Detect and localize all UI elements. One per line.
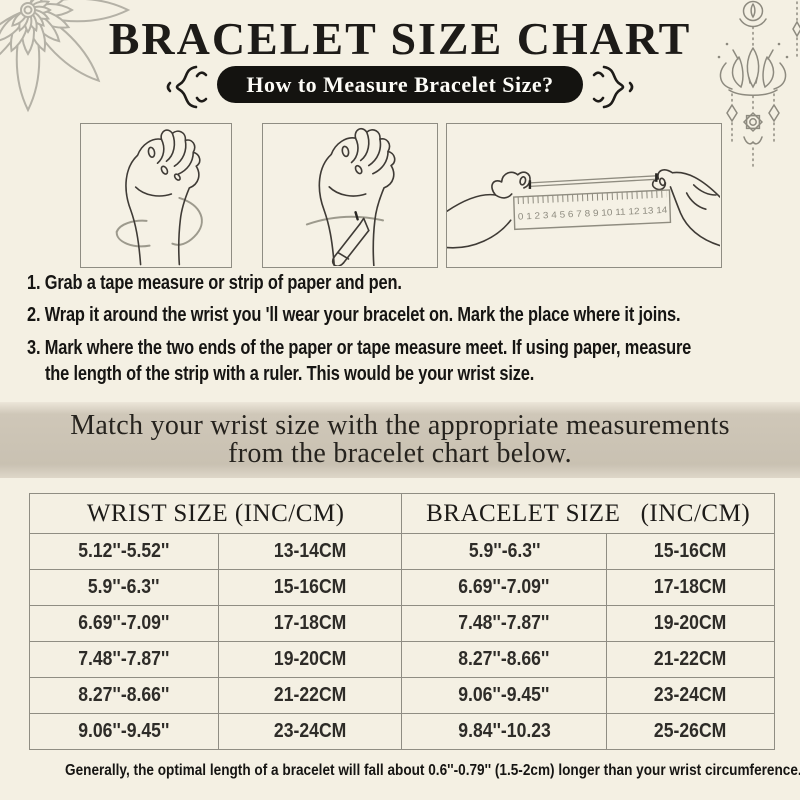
side-strand-left	[726, 93, 738, 143]
instruction-step-1: 1. Grab a tape measure or strip of paper…	[27, 272, 402, 294]
side-strand-right	[768, 93, 780, 143]
table-row: 5.12''-5.52'' 13-14CM 5.9''-6.3'' 15-16C…	[29, 533, 775, 570]
table-cell: 8.27''-8.66''	[29, 677, 219, 714]
table-row: 7.48''-7.87'' 19-20CM 8.27''-8.66'' 21-2…	[29, 641, 775, 678]
instructions-list: 1. Grab a tape measure or strip of paper…	[27, 272, 787, 385]
table-cell: 7.48''-7.87''	[401, 605, 608, 642]
table-row: 9.06''-9.45'' 23-24CM 9.84''-10.23 25-26…	[29, 713, 775, 750]
paper-strip	[528, 173, 658, 189]
footnote-text: Generally, the optimal length of a brace…	[65, 762, 800, 779]
table-cell: 21-22CM	[217, 677, 403, 714]
table-cell: 6.69''-7.09''	[29, 605, 219, 642]
table-cell: 17-18CM	[606, 569, 775, 606]
illustration-wrap-tape	[80, 123, 232, 268]
hand-fist-icon	[115, 129, 203, 266]
ruler-numbers: 0 1 2 3 4 5 6 7 8 9 10 11 12 13 14	[518, 205, 668, 222]
right-hand-icon	[651, 169, 720, 247]
badge-label: How to Measure Bracelet Size?	[246, 71, 554, 97]
page-title: BRACELET SIZE CHART	[108, 13, 692, 64]
instruction-step-3: 3. Mark where the two ends of the paper …	[27, 337, 692, 359]
table-cell: 23-24CM	[217, 713, 403, 750]
table-cell: 21-22CM	[606, 641, 775, 678]
banner-line-1: Match your wrist size with the appropria…	[70, 410, 730, 441]
illustration-ruler-measure: 0 1 2 3 4 5 6 7 8 9 10 11 12 13 14	[446, 123, 722, 268]
footnote: Generally, the optimal length of a brace…	[0, 762, 800, 780]
table-cell: 6.69''-7.09''	[401, 569, 608, 606]
table-cell: 9.06''-9.45''	[401, 677, 608, 714]
table-header-row: WRIST SIZE (INC/CM) BRACELET SIZE (INC/C…	[28, 493, 775, 534]
wrist-mark	[354, 211, 359, 221]
table-cell: 7.48''-7.87''	[29, 641, 219, 678]
table-cell: 23-24CM	[606, 677, 775, 714]
left-hand-icon	[447, 171, 531, 249]
flourish-right-icon	[592, 65, 634, 109]
table-row: 5.9''-6.3'' 15-16CM 6.69''-7.09'' 17-18C…	[29, 569, 775, 606]
table-row: 6.69''-7.09'' 17-18CM 7.48''-7.87'' 19-2…	[29, 605, 775, 642]
table-cell: 8.27''-8.66''	[401, 641, 608, 678]
table-cell: 15-16CM	[217, 569, 403, 606]
banner-line-2: from the bracelet chart below.	[228, 438, 572, 469]
table-cell: 19-20CM	[606, 605, 775, 642]
table-cell: 5.12''-5.52''	[29, 533, 219, 570]
size-table: WRIST SIZE (INC/CM) BRACELET SIZE (INC/C…	[28, 493, 775, 750]
diamond-icon	[726, 103, 738, 123]
how-to-measure-badge: How to Measure Bracelet Size?	[217, 66, 583, 103]
table-cell: 25-26CM	[606, 713, 775, 750]
table-cell: 13-14CM	[217, 533, 403, 570]
ruler-icon: 0 1 2 3 4 5 6 7 8 9 10 11 12 13 14	[513, 189, 672, 231]
match-size-banner: Match your wrist size with the appropria…	[0, 402, 800, 478]
diamond-icon	[768, 103, 780, 123]
wrist-size-header: WRIST SIZE (INC/CM)	[28, 493, 403, 534]
bracelet-size-header: BRACELET SIZE (INC/CM)	[401, 493, 775, 534]
table-cell: 15-16CM	[606, 533, 775, 570]
table-cell: 19-20CM	[217, 641, 403, 678]
tape-measure-icon	[305, 215, 384, 226]
instruction-step-3-continued: the length of the strip with a ruler. Th…	[45, 363, 535, 385]
table-cell: 9.84''-10.23	[401, 713, 608, 750]
pen-icon	[331, 217, 370, 266]
table-cell: 5.9''-6.3''	[29, 569, 219, 606]
small-flower-icon	[742, 111, 764, 145]
table-cell: 9.06''-9.45''	[29, 713, 219, 750]
instruction-step-2: 2. Wrap it around the wrist you 'll wear…	[27, 304, 681, 326]
table-cell: 17-18CM	[217, 605, 403, 642]
flourish-left-icon	[166, 65, 208, 109]
table-cell: 5.9''-6.3''	[401, 533, 608, 570]
illustration-mark-with-pen	[262, 123, 438, 268]
hand-fist-icon	[305, 127, 396, 266]
table-row: 8.27''-8.66'' 21-22CM 9.06''-9.45'' 23-2…	[29, 677, 775, 714]
